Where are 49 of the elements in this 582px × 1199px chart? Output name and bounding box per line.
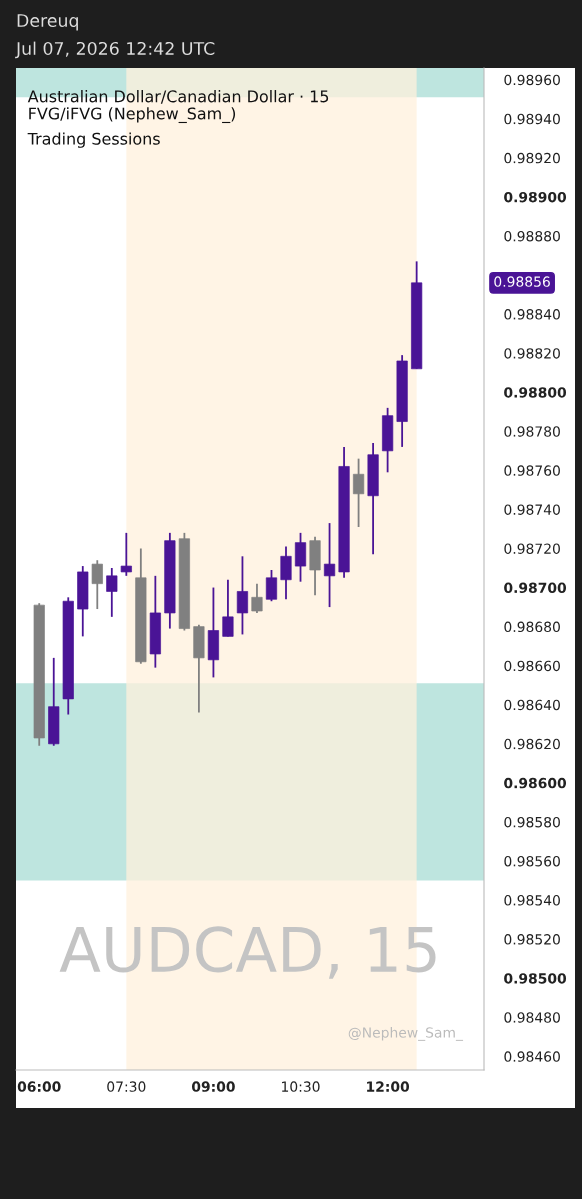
y-tick-label: 0.98720 (504, 543, 560, 554)
y-tick-label: 0.98780 (504, 426, 560, 437)
text: Jul 07, 2026 12:42 UTC (15, 41, 215, 59)
y-tick-label: 0.98880 (504, 230, 560, 242)
y-tick-label: 0.98540 (504, 895, 560, 906)
annotation: Trading Sessions (27, 132, 160, 148)
y-tick-label: 0.98620 (504, 738, 560, 750)
y-tick-label: 0.98840 (504, 309, 560, 320)
y-tick-label: 0.98700 (504, 582, 567, 594)
y-tick-label: 0.98800 (504, 387, 567, 398)
y-tick-label: 0.98900 (504, 191, 567, 203)
y-tick-label: 0.98740 (504, 504, 560, 515)
candlestick (236, 555, 249, 636)
annotation: @Nephew_Sam_ (348, 1027, 464, 1041)
y-tick-label: 0.98600 (504, 777, 567, 789)
y-tick-label: 0.98820 (504, 348, 560, 359)
text: 0.98856 (494, 276, 550, 287)
candlestick (323, 522, 336, 608)
x-tick-label: 12:00 (367, 1081, 410, 1092)
x-tick-label: 10:30 (282, 1081, 320, 1092)
y-tick-label: 0.98480 (504, 1012, 560, 1023)
candlestick (120, 531, 132, 577)
text: Dereuq (17, 14, 78, 31)
y-tick-label: 0.98680 (504, 621, 560, 633)
candlestick (222, 578, 234, 638)
y-tick-label: 0.98580 (504, 816, 560, 828)
y-tick-label: 0.98520 (504, 934, 560, 945)
y-tick-label: 0.98760 (504, 465, 560, 476)
candlestick (265, 569, 278, 603)
y-tick-label: 0.98460 (504, 1051, 560, 1062)
y-tick-label: 0.98560 (504, 855, 560, 867)
text: Australian Dollar/Canadian Dollar · 15 (27, 90, 329, 104)
y-tick-label: 0.98960 (504, 74, 560, 86)
candlestick (294, 531, 307, 583)
candlestick (106, 567, 118, 618)
annotation: FVG/iFVG (Nephew_Sam_) (29, 107, 236, 124)
y-tick-label: 0.98940 (504, 113, 560, 125)
candlestick (280, 545, 292, 601)
annotation: AUDCAD, 15 (59, 926, 436, 979)
x-tick-label: 06:00 (17, 1081, 61, 1092)
candlestick (353, 457, 365, 528)
y-tick-label: 0.98500 (504, 973, 567, 984)
y-tick-label: 0.98660 (504, 660, 560, 672)
y-tick-label: 0.98920 (504, 152, 560, 164)
candlestick (251, 582, 263, 614)
x-tick-label: 09:00 (191, 1081, 235, 1092)
y-tick-label: 0.98640 (504, 699, 560, 711)
x-tick-label: 07:30 (107, 1081, 146, 1092)
candlestick (91, 559, 103, 610)
